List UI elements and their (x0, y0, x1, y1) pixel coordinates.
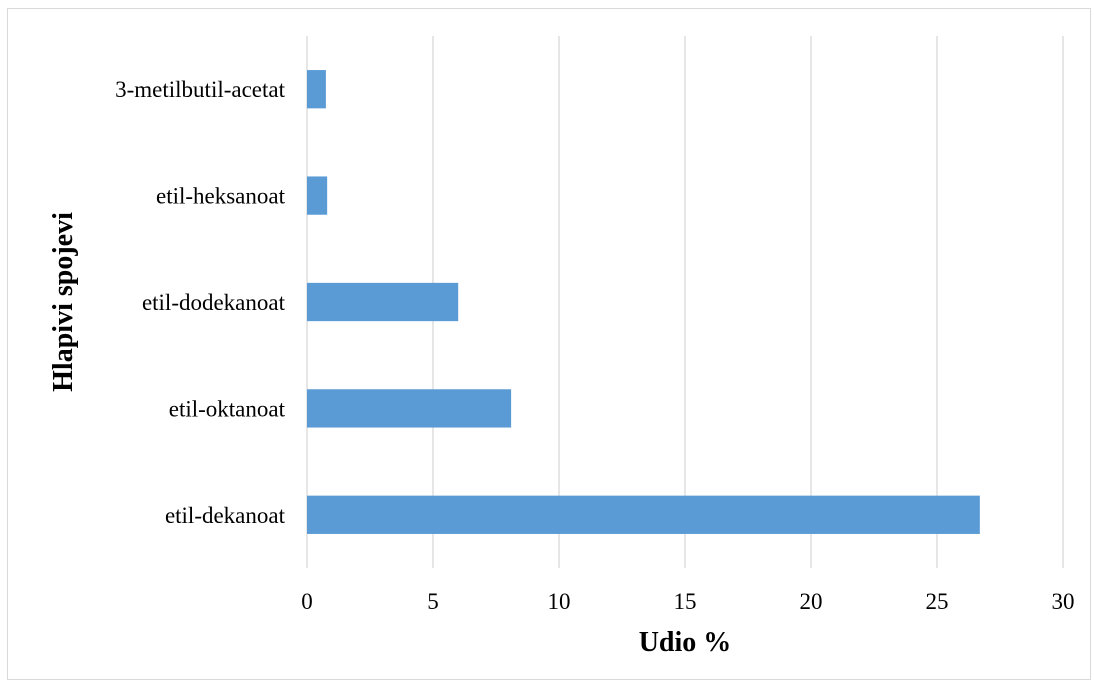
x-tick-label: 20 (800, 589, 823, 614)
category-label: 3-metilbutil-acetat (115, 77, 285, 102)
bar (307, 496, 980, 534)
bars (307, 70, 980, 534)
category-label: etil-dekanoat (165, 503, 286, 528)
bar (307, 283, 458, 321)
y-axis-title: Hlapivi spojevi (48, 212, 79, 392)
x-tick-label: 15 (674, 589, 697, 614)
category-label: etil-dodekanoat (142, 290, 286, 315)
x-axis-title: Udio % (639, 627, 732, 658)
category-labels: etil-dekanoat etil-oktanoat etil-dodekanoa… (115, 77, 285, 528)
x-tick-label: 25 (926, 589, 949, 614)
x-tick-label: 5 (427, 589, 439, 614)
bar (307, 70, 326, 108)
bar (307, 176, 327, 214)
x-tick-label: 30 (1052, 589, 1075, 614)
bar (307, 389, 511, 427)
x-tick-label: 0 (301, 589, 313, 614)
category-label: etil-oktanoat (169, 396, 286, 421)
category-label: etil-heksanoat (156, 184, 286, 209)
x-tick-labels: 0 5 10 15 20 25 30 (301, 589, 1074, 614)
x-tick-label: 10 (548, 589, 571, 614)
